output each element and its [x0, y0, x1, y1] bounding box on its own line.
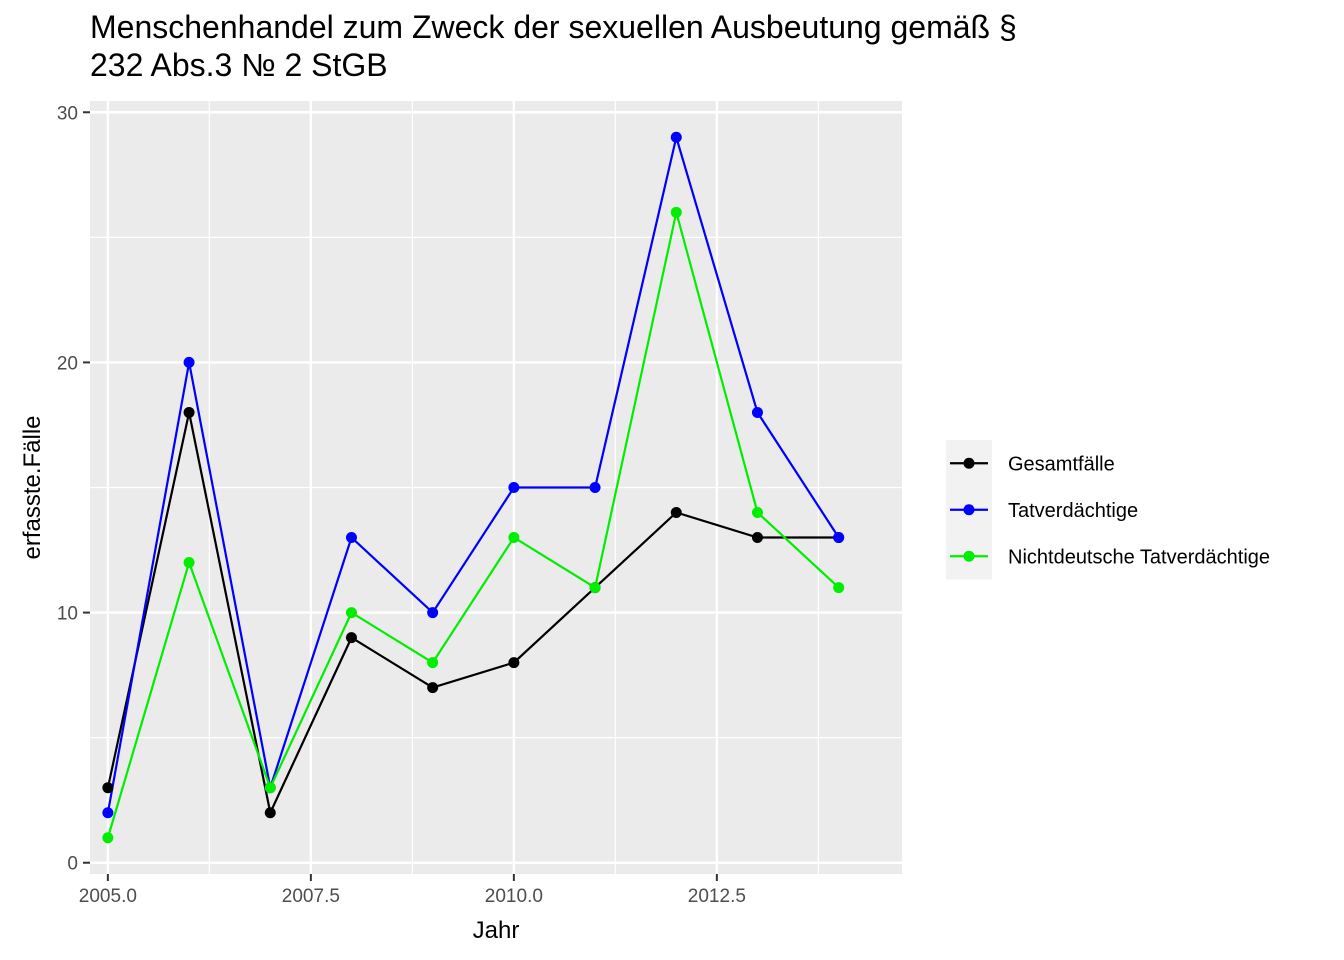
series-line-2: [106, 212, 840, 839]
y-tick-label: 20: [57, 353, 78, 374]
data-point: [589, 482, 601, 493]
data-point: [508, 482, 520, 493]
data-point: [183, 406, 195, 418]
y-tick-label: 0: [67, 854, 78, 875]
data-point: [183, 356, 195, 368]
data-point: [183, 557, 195, 569]
data-point: [102, 807, 114, 819]
data-point: [751, 532, 763, 544]
data-point: [264, 807, 276, 819]
data-point: [670, 206, 682, 218]
series-line-0: [106, 412, 839, 817]
legend-label: Nichtdeutsche Tatverdächtige: [1008, 546, 1270, 568]
data-point: [833, 532, 845, 544]
data-point: [102, 832, 114, 844]
x-tick-label: 2005.0: [79, 886, 137, 907]
data-point: [508, 657, 520, 669]
data-point: [751, 406, 763, 418]
legend-label: Gesamtfälle: [1008, 453, 1115, 475]
data-point: [345, 607, 357, 619]
x-axis-title: Jahr: [473, 917, 520, 944]
x-tick-label: 2010.0: [485, 886, 543, 907]
major-gridlines: [90, 101, 902, 874]
series-lines: [106, 132, 840, 839]
legend-key-point: [963, 457, 975, 469]
x-tick-label: 2007.5: [282, 886, 340, 907]
minor-gridlines: [90, 101, 902, 874]
data-point: [833, 582, 845, 594]
legend-key-point: [963, 550, 975, 562]
y-tick-label: 10: [57, 604, 78, 625]
data-point: [264, 782, 276, 794]
data-point: [427, 682, 439, 694]
data-point: [751, 507, 763, 519]
series-points: [102, 131, 845, 844]
data-point: [427, 657, 439, 669]
legend: Gesamtfälle Tatverdächtige Nichtdeutsche T…: [946, 440, 1270, 580]
x-tick-label: 2012.5: [688, 886, 746, 907]
data-point: [670, 507, 682, 519]
data-point: [102, 782, 114, 794]
data-point: [508, 532, 520, 544]
chart-title-line-2: 232 Abs.3 № 2 StGB: [90, 47, 388, 83]
data-point: [670, 131, 682, 143]
data-point: [589, 582, 601, 594]
series-line-1: [106, 132, 840, 813]
legend-key-point: [963, 504, 975, 516]
legend-label: Tatverdächtige: [1008, 500, 1138, 522]
data-point: [345, 532, 357, 544]
chart-title-line-1: Menschenhandel zum Zweck der sexuellen A…: [90, 9, 1017, 45]
y-axis-title: erfasste.Fälle: [19, 415, 46, 559]
chart-title: Menschenhandel zum Zweck der sexuellen A…: [90, 8, 1190, 84]
y-tick-label: 30: [57, 103, 78, 124]
axes: 2005.0 2007.5 2010.0 2012.5 0 10 20 30: [57, 103, 746, 907]
data-point: [345, 632, 357, 644]
data-point: [427, 607, 439, 619]
